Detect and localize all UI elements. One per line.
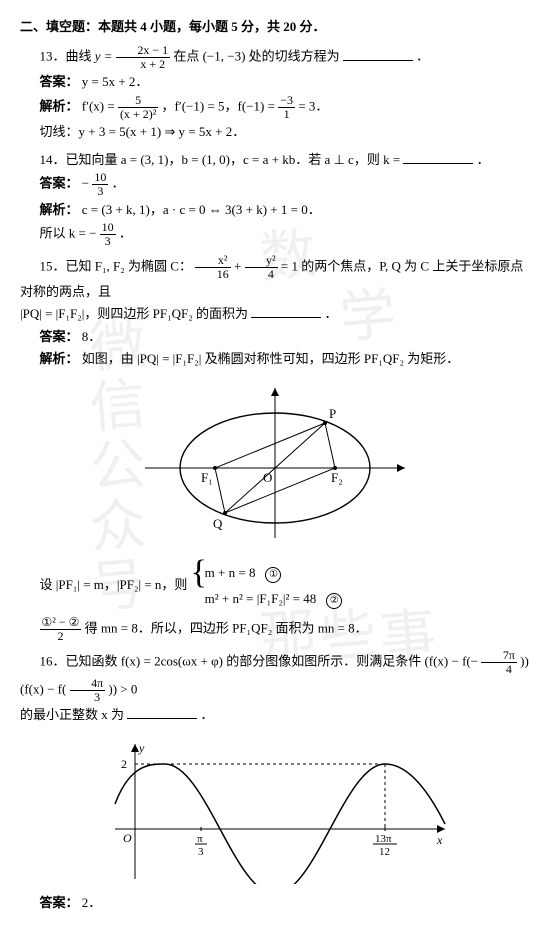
q13: 13．曲线 y = 2x − 1 x + 2 在点 (−1, −3) 处的切线方… — [20, 44, 530, 71]
sol13-b: ，f′(−1) = 5，f(−1) = — [162, 98, 279, 113]
sol14-p1: c = (3 + k, 1)，a · c = 0 ⇔ 3(3 + k) + 1 … — [82, 202, 321, 217]
q15-plus: + — [234, 259, 245, 274]
label-Q: Q — [213, 516, 223, 531]
q13-after: 在点 (−1, −3) 处的切线方程为 — [173, 49, 343, 64]
sol15: 解析： 如图，由 |PQ| = |F₁F₂| 及椭圆对称性可知，四边形 PF₁Q… — [40, 348, 531, 370]
section-title: 二、填空题：本题共 4 小题，每小题 5 分，共 20 分． — [20, 16, 530, 38]
q14-period: ． — [477, 152, 490, 167]
q14-text: 14．已知向量 a = (3, 1)，b = (1, 0)，c = a + kb… — [40, 152, 404, 167]
svg-text:12: 12 — [379, 846, 390, 858]
q13-lhs: y = — [95, 49, 116, 64]
sol15-combo: ①² − ② 2 得 mn = 8．所以，四边形 PF₁QF₂ 面积为 mn =… — [40, 616, 531, 643]
ans15: 答案： 8． — [40, 326, 531, 348]
q15-frac2: y² 4 — [245, 254, 278, 281]
label-F2: F₂ — [331, 470, 343, 485]
q13-period: ． — [416, 49, 429, 64]
svg-text:13π: 13π — [375, 833, 392, 845]
sol14-label: 解析： — [40, 202, 79, 217]
q16: 16．已知函数 f(x) = 2cos(ωx + φ) 的部分图像如图所示．则满… — [20, 649, 530, 704]
ellipse-diagram: P Q F₁ F₂ O — [135, 378, 415, 548]
q14-blank — [403, 150, 473, 164]
sol15-let: 设 |PF₁| = m，|PF₂| = n，则 m + n = 8① m² + … — [40, 556, 531, 616]
q15-a: 15．已知 F₁, F₂ 为椭圆 C： — [40, 259, 192, 274]
label-F1: F₁ — [201, 470, 213, 485]
sol13-frac2: −3 1 — [278, 94, 295, 121]
q15-blank — [251, 304, 321, 318]
svg-text:π: π — [197, 833, 203, 845]
sol13: 解析： f′(x) = 5 (x + 2)² ，f′(−1) = 5，f(−1)… — [40, 94, 531, 121]
sol14-frac: 10 3 — [100, 221, 116, 248]
sol14-line2: 所以 k = − 10 3 ． — [40, 221, 531, 248]
sol14-p2a: 所以 k = − — [40, 225, 100, 240]
q13-frac-num: 2x − 1 — [116, 44, 170, 58]
q13-blank — [343, 47, 413, 61]
label-O: O — [263, 470, 272, 485]
sol14-p2b: ． — [119, 225, 132, 240]
q14: 14．已知向量 a = (3, 1)，b = (1, 0)，c = a + kb… — [20, 149, 530, 171]
q16-line2: 的最小正整数 x 为 ． — [20, 704, 530, 726]
ans13-val: y = 5x + 2． — [82, 74, 149, 89]
ans14-post: ． — [112, 176, 125, 191]
q15: 15．已知 F₁, F₂ 为椭圆 C： x² 16 + y² 4 = 1 的两个… — [20, 254, 530, 303]
sol13-line2: 切线：y + 3 = 5(x + 1) ⇒ y = 5x + 2． — [40, 121, 531, 143]
ans13: 答案： y = 5x + 2． — [40, 71, 531, 93]
ans14-label: 答案： — [40, 176, 79, 191]
ytick-2: 2 — [121, 757, 127, 771]
ans13-label: 答案： — [40, 74, 79, 89]
q15-frac1: x² 16 — [195, 254, 231, 281]
sol13-a: f′(x) = — [82, 98, 118, 113]
q16-blank — [127, 705, 197, 719]
ans14: 答案： − 10 3 ． — [40, 171, 531, 198]
sol13-label: 解析： — [40, 98, 79, 113]
svg-text:3: 3 — [198, 846, 204, 858]
ans16: 答案： 2． — [40, 892, 531, 914]
sol14: 解析： c = (3 + k, 1)，a · c = 0 ⇔ 3(3 + k) … — [40, 199, 531, 221]
x-axis-label: x — [436, 833, 443, 847]
label-P: P — [329, 406, 336, 421]
y-axis-label: y — [138, 741, 145, 755]
sol13-c: = 3． — [298, 98, 328, 113]
ans14-pre: − — [82, 176, 93, 191]
sol13-frac1: 5 (x + 2)² — [118, 94, 158, 121]
origin-label: O — [123, 831, 132, 845]
sol15-system: m + n = 8① m² + n² = |F₁F₂|² = 48② — [191, 560, 343, 612]
ans14-frac: 10 3 — [92, 171, 108, 198]
q13-prefix: 13．曲线 — [40, 49, 95, 64]
q13-frac-den: x + 2 — [116, 58, 170, 71]
cosine-diagram: 2 O y x π 3 13π 12 — [95, 734, 455, 884]
q13-frac: 2x − 1 x + 2 — [116, 44, 170, 71]
q15-line2: |PQ| = |F₁F₂|，则四边形 PF₁QF₂ 的面积为 ． — [20, 303, 530, 325]
